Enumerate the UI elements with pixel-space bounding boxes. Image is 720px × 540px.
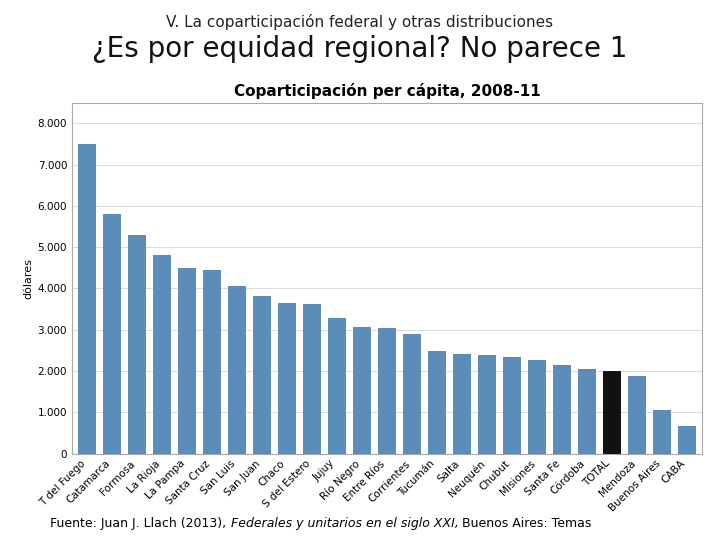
Bar xyxy=(503,356,521,454)
Bar xyxy=(202,270,221,454)
Bar xyxy=(428,351,446,454)
Bar xyxy=(652,410,671,454)
Bar xyxy=(178,268,197,454)
Bar xyxy=(628,376,647,454)
Bar xyxy=(577,368,596,454)
Bar xyxy=(253,296,271,454)
Y-axis label: dólares: dólares xyxy=(24,258,33,299)
Title: Coparticipación per cápita, 2008-11: Coparticipación per cápita, 2008-11 xyxy=(233,83,541,99)
Bar xyxy=(127,235,146,454)
Bar xyxy=(402,334,421,454)
Text: Buenos Aires: Temas: Buenos Aires: Temas xyxy=(459,517,592,530)
Text: Fuente: Juan J. Llach (2013),: Fuente: Juan J. Llach (2013), xyxy=(50,517,230,530)
Bar xyxy=(678,426,696,454)
Bar xyxy=(603,370,621,454)
Text: V. La coparticipación federal y otras distribuciones: V. La coparticipación federal y otras di… xyxy=(166,14,554,30)
Bar xyxy=(377,328,397,454)
Bar xyxy=(528,360,546,454)
Bar xyxy=(453,354,472,454)
Bar xyxy=(228,286,246,454)
Bar xyxy=(477,355,496,454)
Text: Federales y unitarios en el siglo XXI,: Federales y unitarios en el siglo XXI, xyxy=(230,517,459,530)
Bar xyxy=(278,303,297,454)
Text: ¿Es por equidad regional? No parece 1: ¿Es por equidad regional? No parece 1 xyxy=(92,35,628,63)
Bar xyxy=(353,327,372,454)
Bar xyxy=(328,318,346,454)
Bar xyxy=(302,304,321,454)
Bar xyxy=(553,365,572,454)
Bar xyxy=(103,214,122,454)
Bar xyxy=(153,255,171,454)
Bar xyxy=(78,144,96,454)
